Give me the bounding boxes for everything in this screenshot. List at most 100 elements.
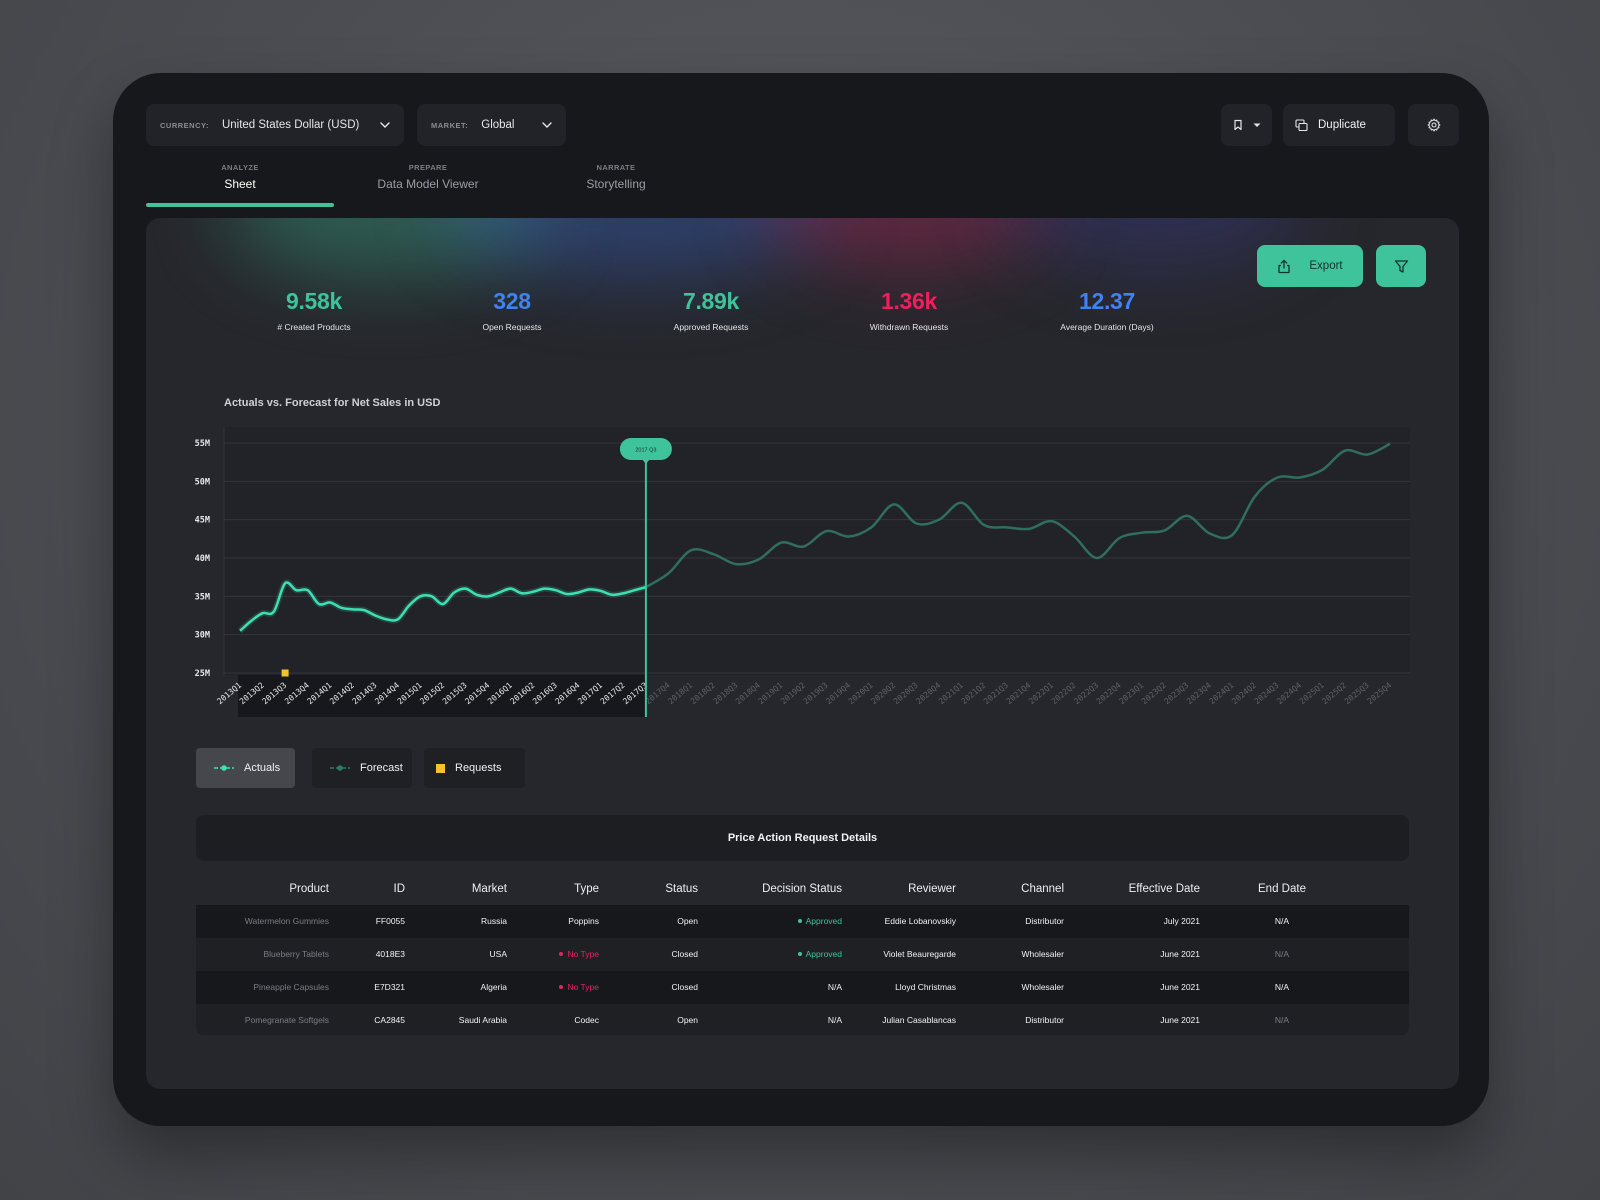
settings-button[interactable] <box>1408 104 1459 146</box>
kpi-withdrawn-requests: 1.36k Withdrawn Requests <box>809 288 1009 332</box>
cell-channel: Distributor <box>1025 916 1064 926</box>
table-header-row: Product ID Market Type Status Decision S… <box>196 873 1409 906</box>
period-tooltip-pointer <box>641 459 650 464</box>
cell-reviewer: Julian Casablancas <box>882 1015 956 1025</box>
tab-tag: PREPARE <box>408 163 448 172</box>
column-header: Market <box>471 883 507 895</box>
column-header: Channel <box>1021 883 1064 895</box>
cell-type: No Type <box>196 938 599 971</box>
y-tick-label: 35M <box>195 592 210 602</box>
cell-type: Codec <box>574 1015 599 1025</box>
kpi-label: Open Requests <box>482 322 542 332</box>
status-dot <box>559 984 564 989</box>
table-row[interactable]: Blueberry Tablets 4018E3 USA No Type Clo… <box>196 938 1409 971</box>
cell-end-date: N/A <box>1274 1015 1290 1025</box>
table-row[interactable]: Pineapple Capsules E7D321 Algeria No Typ… <box>196 971 1409 1004</box>
share-icon <box>1278 259 1291 273</box>
decision-status-text: Approved <box>805 916 842 926</box>
type-text: No Type <box>567 982 599 992</box>
market-dropdown[interactable]: MARKET: Global <box>417 104 566 146</box>
export-button[interactable]: Export <box>1257 245 1363 287</box>
duplicate-icon <box>1295 118 1308 131</box>
decision-status-text: Approved <box>805 949 842 959</box>
cell-decision-status: N/A <box>827 1015 842 1025</box>
tab-data-model-viewer[interactable]: PREPARE Data Model Viewer <box>333 163 523 191</box>
kpi-created-products: 9.58k # Created Products <box>214 288 414 332</box>
y-tick-label: 50M <box>195 477 210 487</box>
column-header: Type <box>574 883 599 895</box>
active-tab-indicator <box>146 203 334 207</box>
period-tooltip-label: 2017 Q3 <box>635 448 656 454</box>
duplicate-button[interactable]: Duplicate <box>1283 104 1395 146</box>
cell-decision-status: Approved <box>196 905 842 938</box>
cell-market: Saudi Arabia <box>458 1015 507 1025</box>
forecast-line <box>645 442 1391 589</box>
y-tick-label: 45M <box>195 516 210 526</box>
gear-icon <box>1427 118 1440 132</box>
legend-actuals[interactable]: Actuals <box>196 748 295 788</box>
square-marker-icon <box>436 763 445 773</box>
cell-effective-date: July 2021 <box>1163 916 1200 926</box>
tab-tag: NARRATE <box>596 163 636 172</box>
cell-type: No Type <box>196 971 599 1004</box>
kpi-value: 7.89k <box>682 288 740 314</box>
table-title: Price Action Request Details <box>727 832 878 844</box>
legend-requests[interactable]: Requests <box>424 748 525 788</box>
cell-id: 4018E3 <box>375 949 405 959</box>
column-header: Effective Date <box>1128 883 1200 895</box>
cell-channel: Wholesaler <box>1021 949 1064 959</box>
legend-forecast[interactable]: Forecast <box>312 748 412 788</box>
actuals-axis-band <box>238 675 646 717</box>
y-tick-label: 30M <box>195 631 210 641</box>
column-header: Status <box>665 883 698 895</box>
period-tooltip <box>619 438 672 460</box>
cell-market: USA <box>489 949 507 959</box>
kpi-open-requests: 328 Open Requests <box>412 288 612 332</box>
cell-status: Closed <box>671 982 698 992</box>
kpi-label: # Created Products <box>277 322 351 332</box>
cell-channel: Distributor <box>1025 1015 1064 1025</box>
cell-effective-date: June 2021 <box>1160 1015 1200 1025</box>
currency-tag: CURRENCY: <box>160 120 209 130</box>
type-text: No Type <box>567 949 599 959</box>
tab-sheet[interactable]: ANALYZE Sheet <box>145 163 335 191</box>
kpi-label: Average Duration (Days) <box>1060 322 1154 332</box>
net-sales-chart: 55M50M45M40M35M30M25M2013Q12013Q22013Q32… <box>195 427 1410 717</box>
column-header: Product <box>289 883 329 895</box>
legend-label: Actuals <box>244 762 281 774</box>
table-row[interactable]: Pomegranate Softgels CA2845 Saudi Arabia… <box>196 1004 1409 1035</box>
cell-status: Open <box>677 916 698 926</box>
cell-type: Poppins <box>568 916 599 926</box>
status-dot <box>797 951 802 956</box>
cell-id: FF0055 <box>375 916 405 926</box>
request-marker <box>281 669 289 677</box>
kpi-value: 12.37 <box>1078 288 1136 314</box>
legend-label: Requests <box>455 762 502 774</box>
currency-dropdown[interactable]: CURRENCY: United States Dollar (USD) <box>146 104 404 146</box>
cell-end-date: N/A <box>1274 949 1290 959</box>
cell-channel: Wholesaler <box>1021 982 1064 992</box>
table-row[interactable]: Watermelon Gummies FF0055 Russia Poppins… <box>196 905 1409 938</box>
cell-product: Pomegranate Softgels <box>244 1015 329 1025</box>
chart-title: Actuals vs. Forecast for Net Sales in US… <box>224 397 441 409</box>
table-title-bar: Price Action Request Details <box>196 815 1409 861</box>
tab-label: Sheet <box>224 177 256 191</box>
cell-product: Pineapple Capsules <box>253 982 329 992</box>
column-header: End Date <box>1258 883 1306 895</box>
filter-button[interactable] <box>1376 245 1426 287</box>
tab-storytelling[interactable]: NARRATE Storytelling <box>521 163 711 191</box>
column-header: Reviewer <box>908 883 956 895</box>
kpi-label: Withdrawn Requests <box>869 322 949 332</box>
cell-product: Watermelon Gummies <box>244 916 329 926</box>
y-tick-label: 40M <box>195 554 210 564</box>
kpi-value: 328 <box>493 288 531 314</box>
market-tag: MARKET: <box>431 120 469 130</box>
kpi-value: 1.36k <box>880 288 938 314</box>
bookmark-button[interactable] <box>1221 104 1272 146</box>
legend-label: Forecast <box>360 762 403 774</box>
cell-end-date: N/A <box>1274 916 1290 926</box>
kpi-label: Approved Requests <box>673 322 749 332</box>
actuals-line <box>239 581 647 632</box>
cell-market: Russia <box>481 916 507 926</box>
cell-reviewer: Eddie Lobanovskiy <box>884 916 956 926</box>
